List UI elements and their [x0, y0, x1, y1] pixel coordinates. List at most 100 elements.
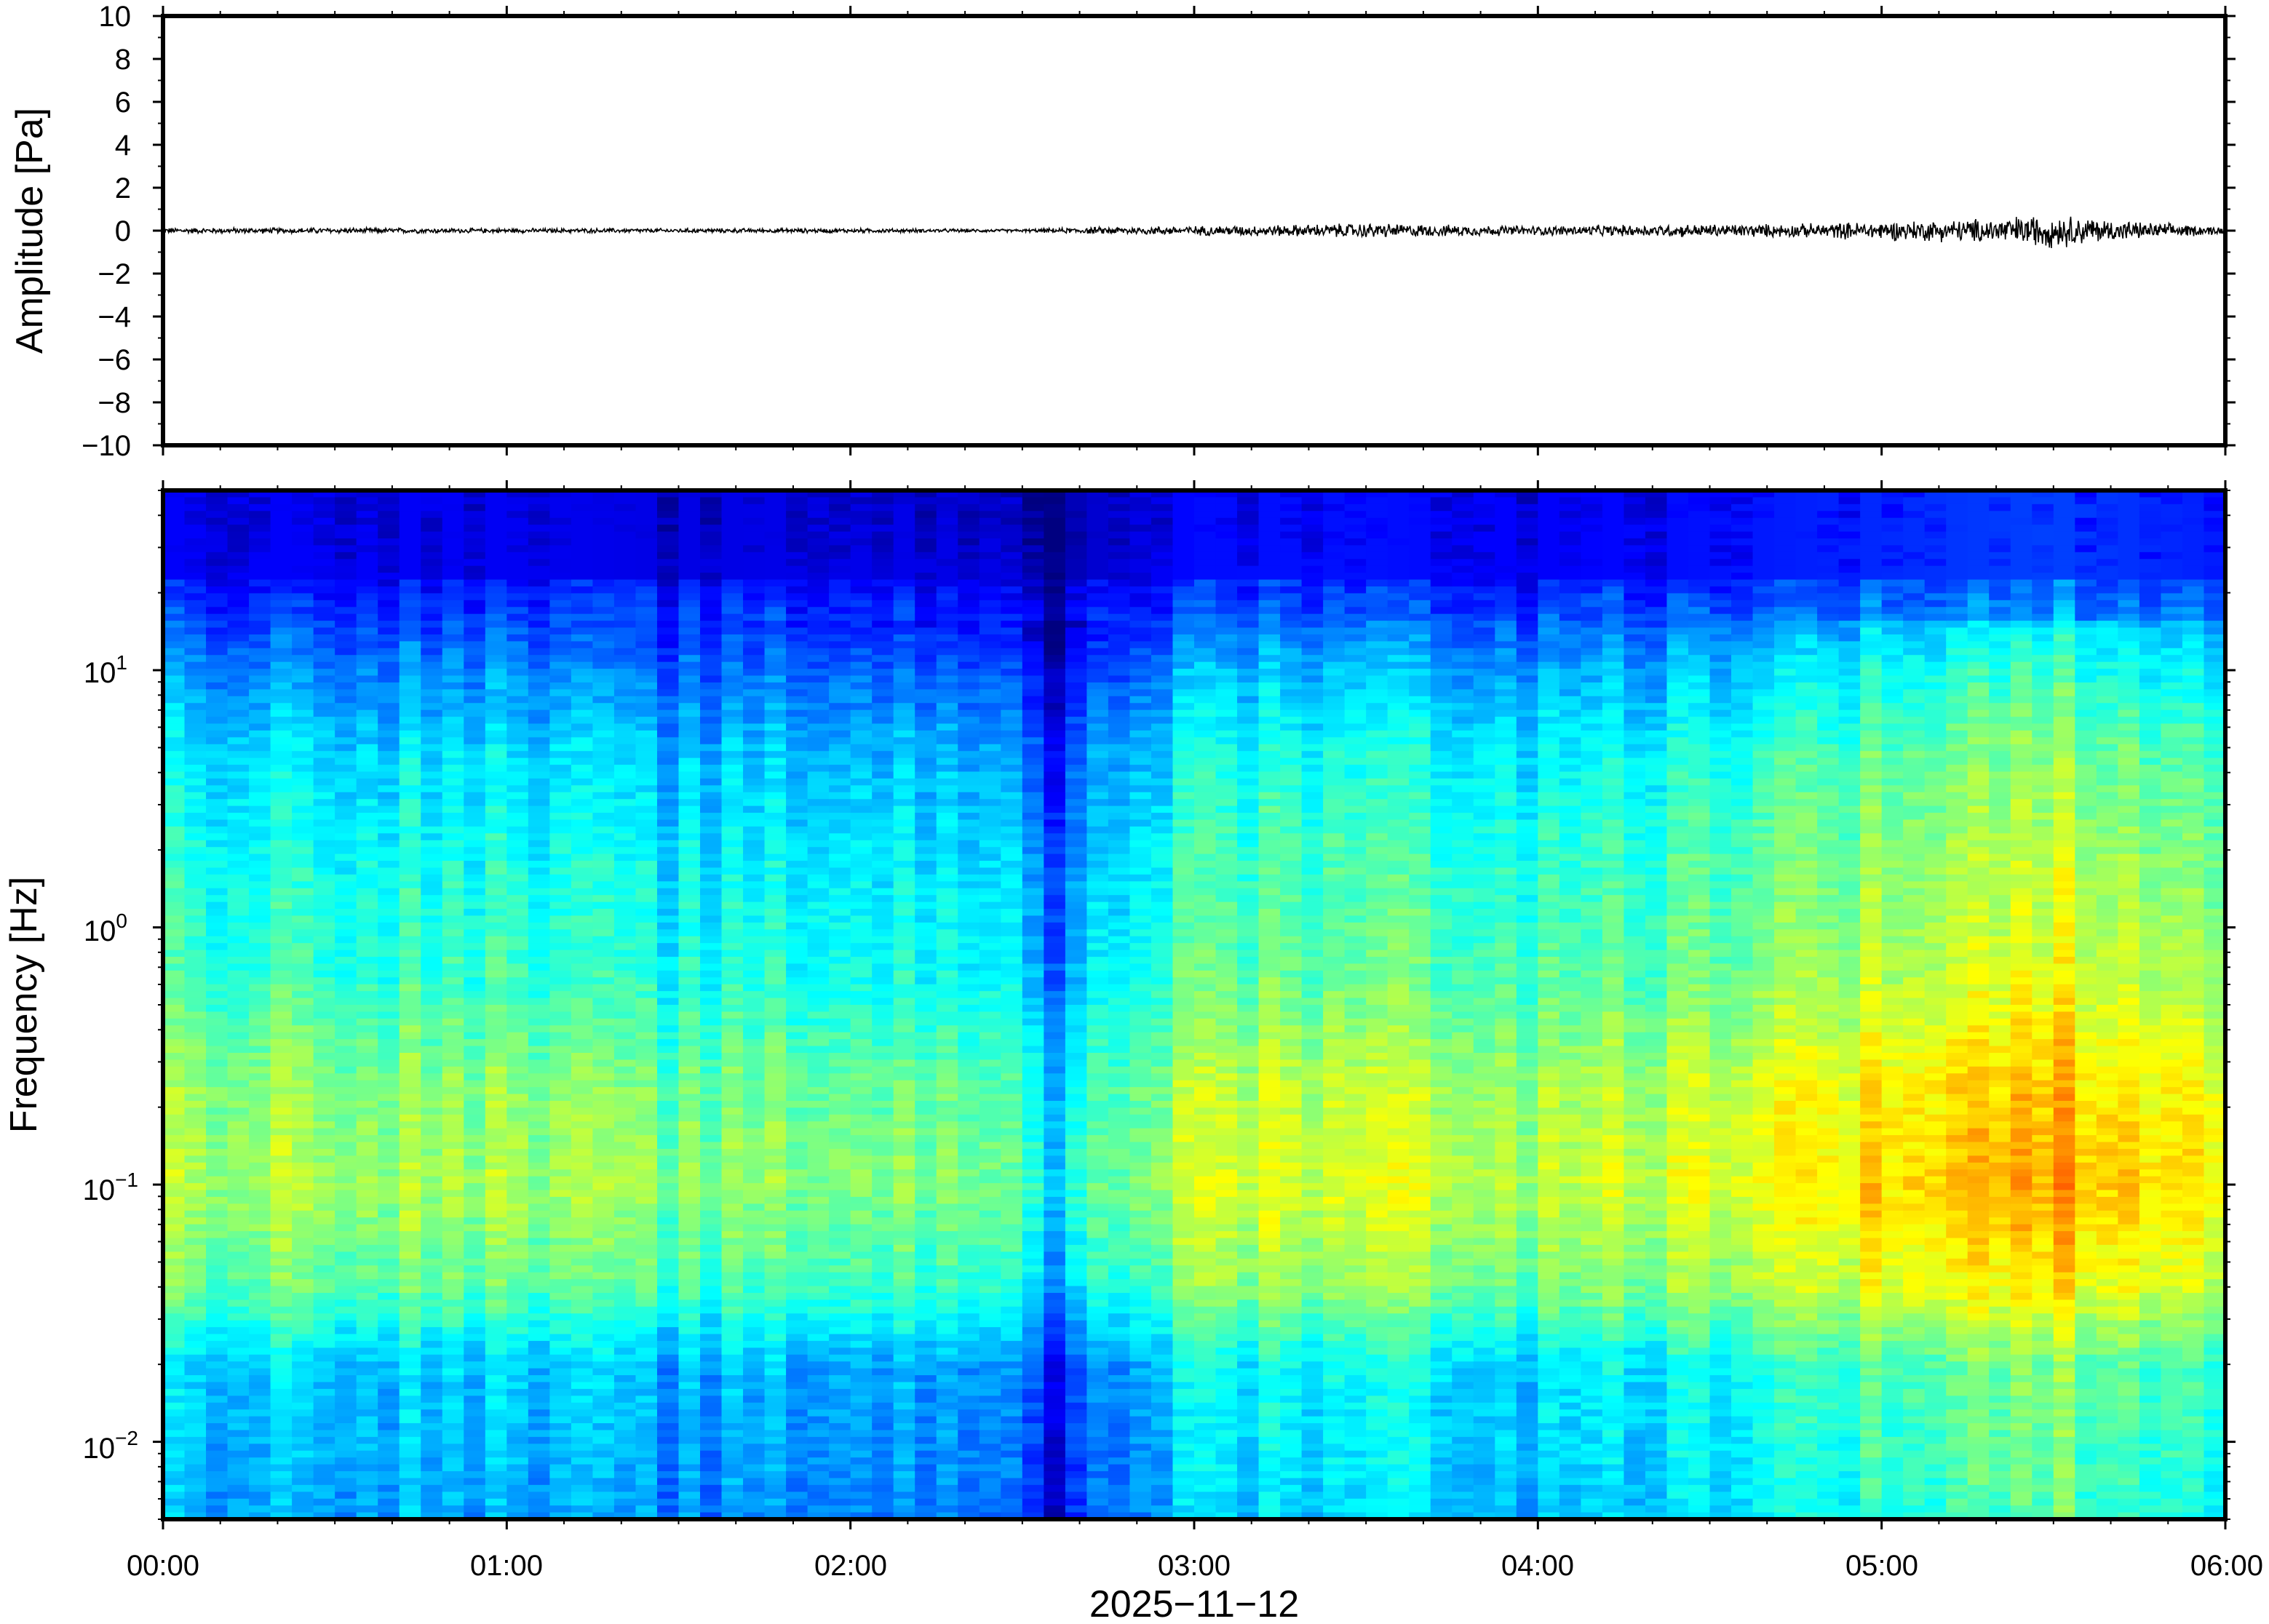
spectrogram-cell	[270, 552, 293, 560]
spectrogram-cell	[249, 929, 271, 937]
spectrogram-cell	[635, 1032, 658, 1040]
spectrogram-cell	[399, 1025, 422, 1033]
spectrogram-cell	[635, 1046, 658, 1054]
spectrogram-cell	[270, 1039, 293, 1047]
spectrogram-cell	[184, 1388, 207, 1397]
spectrogram-cell	[464, 1505, 486, 1513]
spectrogram-cell	[571, 586, 594, 594]
spectrogram-cell	[464, 573, 486, 581]
spectrogram-cell	[206, 915, 229, 923]
spectrogram-cell	[485, 1368, 508, 1376]
spectrogram-cell	[635, 579, 658, 587]
spectrogram-cell	[184, 545, 207, 553]
spectrogram-cell	[678, 936, 701, 944]
spectrogram-cell	[421, 586, 443, 594]
spectrogram-cell	[249, 1005, 271, 1013]
spectrogram-cell	[678, 778, 701, 787]
spectrogram-cell	[829, 1292, 851, 1301]
spectrogram-cell	[764, 785, 787, 793]
spectrogram-cell	[571, 765, 594, 773]
spectrogram-cell	[249, 503, 271, 512]
spectrogram-cell	[421, 689, 443, 697]
spectrogram-cell	[378, 1244, 400, 1253]
spectrogram-cell	[829, 778, 851, 787]
spectrogram-cell	[592, 888, 615, 896]
spectrogram-cell	[421, 1217, 443, 1225]
spectrogram-cell	[378, 826, 400, 835]
spectrogram-cell	[335, 874, 357, 883]
spectrogram-cell	[442, 696, 465, 704]
spectrogram-cell	[378, 1299, 400, 1307]
spectrogram-cell	[442, 1457, 465, 1465]
spectrogram-cell	[700, 1046, 723, 1054]
spectrogram-cell	[807, 1478, 830, 1486]
spectrogram-cell	[786, 1286, 808, 1294]
spectrogram-cell	[184, 881, 207, 889]
spectrogram-cell	[227, 1231, 250, 1239]
spectrogram-cell	[700, 895, 723, 903]
spectrogram-cell	[227, 1224, 250, 1232]
spectrogram-cell	[335, 751, 357, 759]
spectrogram-cell	[485, 1046, 508, 1054]
spectrogram-cell	[528, 573, 551, 581]
spectrogram-cell	[743, 1416, 766, 1424]
spectrogram-cell	[313, 723, 335, 731]
spectrogram-cell	[656, 1409, 680, 1417]
spectrogram-cell	[850, 909, 873, 917]
spectrogram-cell	[549, 1107, 572, 1115]
spectrogram-cell	[571, 915, 594, 923]
spectrogram-cell	[656, 998, 680, 1006]
spectrogram-cell	[464, 991, 486, 999]
spectrogram-cell	[528, 586, 551, 594]
spectrogram-cell	[163, 586, 186, 594]
spectrogram-cell	[270, 970, 293, 979]
spectrogram-cell	[829, 861, 851, 869]
spectrogram-cell	[528, 1368, 551, 1376]
spectrogram-cell	[163, 1327, 186, 1335]
spectrogram-cell	[635, 1286, 658, 1294]
spectrogram-cell	[743, 1457, 766, 1465]
spectrogram-cell	[356, 1196, 379, 1205]
spectrogram-cell	[399, 717, 422, 725]
spectrogram-cell	[399, 600, 422, 608]
spectrogram-cell	[743, 1409, 766, 1417]
spectrogram-cell	[807, 1512, 830, 1520]
spectrogram-cell	[635, 751, 658, 759]
spectrogram-cell	[421, 1286, 443, 1294]
spectrogram-cell	[270, 1196, 293, 1205]
spectrogram-cell	[399, 1107, 422, 1115]
spectrogram-cell	[678, 1059, 701, 1067]
spectrogram-cell	[549, 545, 572, 553]
spectrogram-cell	[206, 1162, 229, 1171]
spectrogram-cell	[528, 675, 551, 683]
spectrogram-cell	[764, 1135, 787, 1143]
spectrogram-cell	[700, 950, 723, 958]
spectrogram-cell	[743, 1430, 766, 1438]
spectrogram-cell	[571, 593, 594, 601]
spectrogram-cell	[378, 813, 400, 821]
spectrogram-cell	[206, 1306, 229, 1314]
spectrogram-cell	[571, 696, 594, 704]
spectrogram-cell	[399, 1286, 422, 1294]
spectrogram-cell	[485, 661, 508, 669]
spectrogram-cell	[635, 1128, 658, 1136]
spectrogram-cell	[592, 1080, 615, 1088]
spectrogram-cell	[656, 1348, 680, 1356]
spectrogram-cell	[399, 771, 422, 779]
spectrogram-cell	[227, 1169, 250, 1177]
spectrogram-cell	[399, 1423, 422, 1431]
spectrogram-cell	[313, 1313, 335, 1321]
spectrogram-cell	[743, 1018, 766, 1027]
spectrogram-cell	[313, 778, 335, 787]
spectrogram-cell	[292, 757, 314, 765]
spectrogram-cell	[313, 751, 335, 759]
spectrogram-cell	[485, 751, 508, 759]
spectrogram-cell	[399, 1169, 422, 1177]
spectrogram-cell	[227, 1430, 250, 1438]
spectrogram-cell	[786, 950, 808, 958]
spectrogram-cell	[506, 1052, 529, 1061]
spectrogram-cell	[356, 1183, 379, 1191]
spectrogram-cell	[700, 936, 723, 944]
spectrogram-cell	[292, 1478, 314, 1486]
spectrogram-cell	[613, 669, 637, 677]
